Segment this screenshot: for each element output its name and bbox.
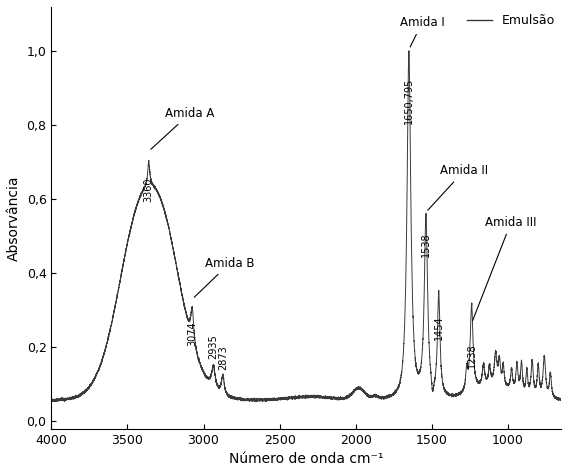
Text: 1454: 1454 (434, 316, 444, 341)
Text: 1538: 1538 (421, 233, 431, 257)
Text: 3074: 3074 (187, 321, 197, 346)
Text: 3360: 3360 (144, 177, 154, 201)
Text: Amida III: Amida III (473, 216, 537, 321)
X-axis label: Número de onda cm⁻¹: Número de onda cm⁻¹ (229, 452, 383, 466)
Text: Amida II: Amida II (428, 164, 488, 210)
Text: 1650,795: 1650,795 (404, 77, 414, 123)
Text: 1238: 1238 (466, 343, 477, 368)
Text: Amida B: Amida B (194, 256, 254, 297)
Y-axis label: Absorvância: Absorvância (7, 175, 21, 261)
Text: 2935: 2935 (208, 334, 219, 359)
Legend: Emulsão: Emulsão (462, 9, 560, 32)
Text: Amida I: Amida I (400, 16, 445, 47)
Text: Amida A: Amida A (151, 107, 215, 149)
Text: 2873: 2873 (218, 345, 228, 370)
